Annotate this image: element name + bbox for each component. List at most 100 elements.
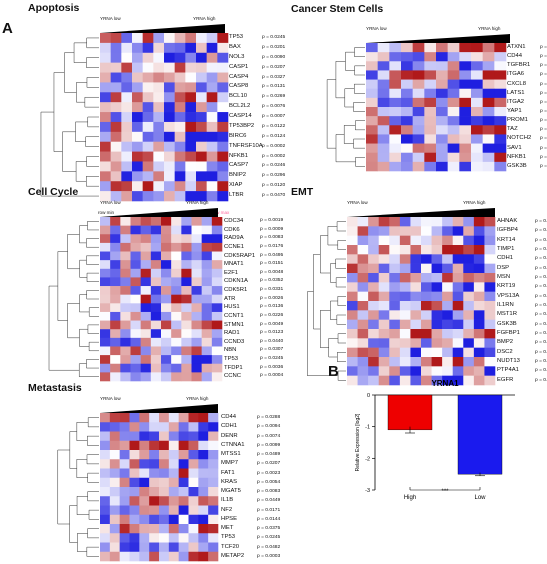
emt-heatmap-cell bbox=[431, 282, 443, 292]
emt-heatmap-cell bbox=[463, 319, 475, 330]
cellcycle-heatmap-cell bbox=[150, 225, 162, 235]
gene-label: NOL3 bbox=[229, 53, 245, 60]
p-value: p = 0.0036 bbox=[535, 219, 547, 224]
cellcycle-heatmap-cell bbox=[171, 355, 182, 365]
csc-heatmap-cell bbox=[494, 88, 507, 99]
p-value: p = 0.0026 bbox=[260, 295, 284, 301]
apoptosis-heatmap-cell bbox=[185, 141, 197, 152]
cellcycle-heatmap-cell bbox=[191, 346, 202, 356]
csc-heatmap-cell bbox=[459, 107, 472, 117]
gene-label: YAP1 bbox=[507, 107, 522, 114]
cellcycle-heatmap-cell bbox=[100, 217, 111, 226]
emt-heatmap-cell bbox=[357, 263, 369, 274]
apoptosis-heatmap-cell bbox=[142, 181, 154, 192]
emt-heatmap-cell bbox=[399, 217, 411, 227]
cellcycle-heatmap-cell bbox=[211, 320, 223, 330]
apoptosis-heatmap-cell bbox=[174, 52, 186, 63]
p-value: p = 0.0245 bbox=[262, 35, 286, 40]
cellcycle-heatmap-cell bbox=[120, 251, 131, 261]
emt-heatmap-cell bbox=[421, 263, 432, 274]
metastasis-heatmap-cell bbox=[100, 487, 111, 497]
metastasis-heatmap-cell bbox=[109, 551, 120, 562]
metastasis-heatmap-cell bbox=[129, 459, 140, 469]
emt-heatmap-cell bbox=[473, 273, 485, 283]
apoptosis-heatmap-cell bbox=[196, 181, 207, 192]
apoptosis-heatmap-cell bbox=[110, 151, 122, 162]
metastasis-heatmap-cell bbox=[208, 413, 219, 423]
emt-heatmap-cell bbox=[357, 329, 369, 339]
cellcycle-heatmap-cell bbox=[171, 311, 182, 321]
emt-heatmap-cell bbox=[347, 329, 358, 339]
csc-heatmap-cell bbox=[424, 61, 437, 71]
emt-heatmap-cell bbox=[389, 226, 401, 236]
cellcycle-heatmap-cell bbox=[171, 234, 182, 244]
emt-heatmap-cell bbox=[463, 254, 475, 264]
emt-heatmap-cell bbox=[442, 217, 454, 227]
cellcycle-heatmap-cell bbox=[100, 363, 111, 373]
emt-heatmap-cell bbox=[347, 217, 358, 227]
metastasis-heatmap-cell bbox=[188, 440, 199, 451]
cellcycle-heatmap-cell bbox=[171, 363, 182, 373]
gene-label: EGFR bbox=[497, 376, 514, 383]
metastasis-heatmap-cell bbox=[139, 505, 150, 516]
metastasis-heatmap-cell bbox=[159, 459, 170, 469]
emt-heatmap-cell bbox=[484, 291, 496, 302]
csc-dendrogram-branch bbox=[355, 120, 365, 131]
emt-heatmap-cell bbox=[421, 366, 432, 376]
emt-heatmap-cell bbox=[431, 245, 443, 255]
apoptosis-heatmap-cell bbox=[121, 82, 133, 93]
emt-heatmap-cell bbox=[357, 310, 369, 320]
metastasis-heatmap-cell bbox=[119, 413, 130, 423]
emt-yrna-low-label: YRNA low bbox=[347, 200, 368, 205]
csc-gene-labels: ATXN1 CD44 TGFBR1 ITGA6 CXCL8 LATS1 ITGA2 YAP1 P… bbox=[507, 43, 531, 171]
emt-heatmap-cell bbox=[452, 273, 464, 283]
emt-heatmap-cell bbox=[378, 301, 390, 311]
cellcycle-heatmap-cell bbox=[161, 242, 172, 252]
emt-heatmap-cell bbox=[378, 375, 390, 386]
p-value: p = 0.0013 bbox=[540, 90, 547, 96]
metastasis-heatmap-cell bbox=[208, 551, 219, 562]
cellcycle-heatmap-cell bbox=[150, 363, 162, 373]
cellcycle-heatmap-cell bbox=[161, 320, 172, 330]
cellcycle-heatmap-cell bbox=[130, 268, 141, 278]
cellcycle-heatmap-cell bbox=[191, 294, 202, 304]
apoptosis-dendrogram-branch bbox=[87, 116, 99, 128]
csc-heatmap-cell bbox=[482, 107, 495, 117]
apoptosis-heatmap-cell bbox=[196, 171, 207, 182]
apoptosis-dendrogram-branch bbox=[53, 72, 65, 152]
apoptosis-heatmap-cell bbox=[196, 112, 207, 123]
apoptosis-heatmap-cell bbox=[174, 72, 186, 83]
emt-heatmap-cell bbox=[484, 217, 496, 227]
emt-heatmap-cell bbox=[399, 357, 411, 367]
emt-heatmap-cell bbox=[484, 263, 496, 274]
emt-gene-labels: AHNAK IGFBP4 KRT14 TIMP1 CDH1 DSP MSN KRT19 VPS1… bbox=[497, 217, 520, 385]
csc-heatmap-cell bbox=[447, 52, 460, 62]
cellcycle-heatmap-cell bbox=[100, 337, 111, 347]
emt-heatmap-cell bbox=[357, 366, 369, 376]
cellcycle-heatmap-cell bbox=[120, 225, 131, 235]
csc-heatmap-cell bbox=[401, 70, 413, 80]
legend-min-label: row min bbox=[98, 210, 115, 215]
csc-heatmap-cell bbox=[447, 79, 460, 90]
cellcycle-heatmap-cell bbox=[130, 286, 141, 295]
csc-heatmap-cell bbox=[412, 152, 425, 163]
metastasis-heatmap-cell bbox=[208, 533, 219, 543]
cellcycle-yrna-wedge bbox=[100, 208, 218, 217]
metastasis-heatmap-cell bbox=[159, 468, 170, 479]
metastasis-heatmap-cell bbox=[100, 477, 111, 488]
metastasis-heatmap-cell bbox=[178, 551, 189, 562]
csc-heatmap-cell bbox=[436, 61, 448, 71]
metastasis-heatmap-cell bbox=[168, 514, 179, 525]
metastasis-heatmap-cell bbox=[129, 487, 140, 497]
csc-heatmap-cell bbox=[401, 134, 413, 144]
csc-heatmap-cell bbox=[389, 134, 402, 144]
csc-heatmap-cell bbox=[459, 161, 472, 172]
metastasis-heatmap-cell bbox=[178, 524, 189, 534]
p-value: p = 0.0076 bbox=[262, 104, 286, 110]
csc-heatmap-cell bbox=[424, 70, 437, 80]
emt-heatmap-cell bbox=[357, 301, 369, 311]
emt-heatmap-cell bbox=[347, 347, 358, 358]
gene-label: CCND3 bbox=[224, 338, 245, 345]
csc-heatmap-cell bbox=[401, 52, 413, 62]
gene-label: IL1B bbox=[221, 497, 234, 504]
